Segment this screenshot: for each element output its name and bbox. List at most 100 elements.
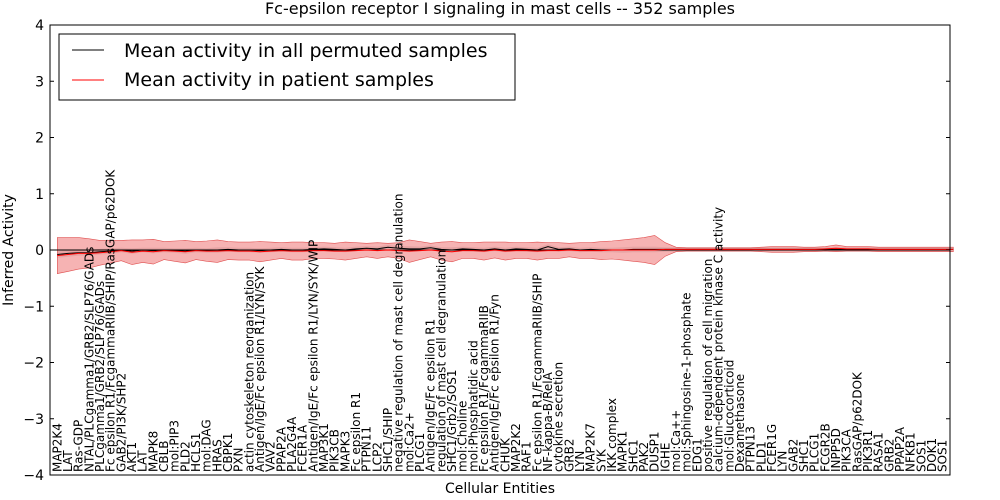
x-tick-label: NF-kappa-B/RelA [541, 371, 555, 472]
x-tick-label: cytokine secretion [552, 362, 566, 472]
x-tick-label: FCER1G [765, 424, 779, 472]
x-tick-label: FCER1A [296, 424, 310, 472]
x-tick-label: HCLS1 [189, 433, 203, 472]
x-tick-label: VAV2 [264, 441, 278, 472]
y-tick-label: 4 [35, 18, 44, 34]
x-tick-label: IGHE [658, 443, 672, 472]
x-tick-label: GAB2 [786, 439, 800, 472]
x-tick-label: mol:Phosphatidic acid [466, 340, 480, 472]
x-tick-label: SOS1 [936, 440, 950, 472]
plot-area: MAP2K4LATRas-GDPNTAL/PLCgamma1/GRB2/SLP7… [23, 18, 954, 484]
x-tick-labels: MAP2K4LATRas-GDPNTAL/PLCgamma1/GRB2/SLP7… [50, 169, 949, 472]
x-tick-label: PLD2 [178, 441, 192, 472]
x-tick-label: EDG1 [690, 438, 704, 472]
x-tick-label: mol:DAG [200, 419, 214, 472]
x-tick-label: SYK [594, 448, 608, 472]
x-tick-label: Fc epsilon R1/FcgammaRIIB/SHIP/RasGAP/p6… [104, 169, 118, 472]
x-tick-label: HRAS [210, 439, 224, 472]
x-tick-label: Fc epsilon R1 [349, 392, 363, 472]
series-lines [50, 246, 954, 257]
y-tick-label: −2 [23, 356, 44, 372]
x-tick-label: CBPK1 [221, 433, 235, 472]
x-tick-label: PTPN13 [744, 426, 758, 472]
x-tick-label: MAP2K4 [50, 423, 64, 472]
x-tick-label: Dexamethasone [733, 374, 747, 472]
x-tick-label: Antigen/IgE/Fc epsilon R1/LYN/SYK [253, 265, 267, 472]
legend-permuted-label: Mean activity in all permuted samples [124, 40, 487, 62]
y-tick-label: 2 [35, 131, 44, 147]
x-tick-label: PIK3R1 [861, 430, 875, 472]
x-tick-label: SHC1 [626, 439, 640, 472]
x-tick-label: MAP2K2 [509, 423, 523, 472]
x-tick-label: GRB2 [882, 438, 896, 472]
y-tick-label: −3 [23, 412, 44, 428]
x-tick-label: MAPK3 [338, 431, 352, 472]
x-tick-label: GRB2 [562, 438, 576, 472]
x-tick-label: RASA1 [872, 432, 886, 472]
x-tick-label: GAB2/PI3K/SHP2 [114, 373, 128, 472]
x-tick-label: PLCG1 [413, 433, 427, 472]
x-tick-label: LYN [573, 451, 587, 472]
x-tick-label: mol:Sphingosine-1-phosphate [680, 293, 694, 473]
y-tick-label: 1 [35, 187, 44, 203]
x-tick-label: positive regulation of cell migration [701, 259, 715, 472]
x-tick-label: mol:Glucocorticoid [722, 360, 736, 472]
x-tick-label: INPP5D [829, 428, 843, 472]
x-tick-label: mol:Choline [456, 401, 470, 472]
x-tick-label: SHC1 [797, 439, 811, 472]
x-tick-label: PLA2G4A [285, 416, 299, 472]
x-tick-label: PPAP2A [893, 426, 907, 472]
x-tick-label: mol:Ca++ [669, 410, 683, 472]
x-tick-label: LAT [136, 450, 150, 472]
legend: Mean activity in all permuted samples Me… [58, 33, 516, 101]
legend-patient-label: Mean activity in patient samples [124, 69, 434, 91]
legend-box [58, 33, 516, 101]
x-tick-label: PLD1 [754, 441, 768, 472]
x-tick-label: CBLB [157, 440, 171, 472]
x-tick-label: SOS1 [914, 440, 928, 472]
x-tick-label: LCP2 [370, 442, 384, 472]
x-tick-label: regulation of mast cell degranulation [434, 250, 448, 472]
x-tick-label: PPAP2A [274, 426, 288, 472]
x-tick-label: mol:PIP3 [168, 420, 182, 472]
chart-title: Fc-epsilon receptor I signaling in mast … [265, 0, 735, 18]
patient-mean-line [57, 247, 954, 257]
x-tick-label: PXN [232, 448, 246, 472]
x-tick-label: PLCG1 [808, 433, 822, 472]
x-tick-label: CHUK [498, 437, 512, 472]
x-tick-label: Antigen/IgE/Fc epsilon R1/Fyn [488, 294, 502, 472]
x-tick-label: DOK1 [925, 438, 939, 472]
x-tick-label: NTAL/PLCgamma1/GRB2/SLP76/GADs [82, 247, 96, 472]
x-tick-label: actin cytoskeleton reorganization [242, 272, 256, 472]
x-tick-label: Fc epsilon R1/FcgammaRIIB/SHIP [530, 274, 544, 472]
x-tick-label: PIK3CA [840, 428, 854, 472]
x-tick-label: MAPK1 [616, 431, 630, 472]
x-tick-label: Fc epsilon R1/FcgammaRIIB [477, 305, 491, 472]
x-tick-label: MAP2K7 [584, 423, 598, 472]
x-tick-label: AKT1 [125, 442, 139, 472]
y-axis-label: Inferred Activity [1, 194, 17, 306]
y-tick-label: −1 [23, 299, 44, 315]
y-tick-label: −4 [23, 468, 44, 484]
x-tick-label: LAT [61, 450, 75, 472]
x-tick-label: NFKB1 [904, 432, 918, 472]
x-tick-label: PAK2 [637, 442, 651, 472]
x-tick-label: mol:Ca2+ [402, 412, 416, 472]
x-tick-label: Ras-GDP [72, 420, 86, 472]
x-tick-label: PLCgamma1/GRB2/SLP76/GADs [93, 281, 107, 472]
x-tick-label: calcium-dependent protein kinase C activ… [712, 207, 726, 472]
x-tick-label: IKK complex [605, 398, 619, 472]
x-tick-label: MAP3K1 [317, 423, 331, 472]
x-tick-label: LYN [776, 451, 790, 472]
x-tick-label: Antigen/IgE/Fc epsilon R1/LYN/SYK/WIP [306, 240, 320, 472]
y-tick-label: 0 [35, 243, 44, 259]
y-axis-ticks: 4 3 2 1 0 −1 −2 −3 −4 [23, 18, 950, 484]
x-tick-label: Antigen/IgE/Fc epsilon R1 [424, 319, 438, 472]
x-tick-label: FCGR2B [818, 423, 832, 472]
x-tick-label: negative regulation of mast cell degranu… [392, 193, 406, 472]
x-tick-label: DUSP1 [648, 431, 662, 472]
x-tick-label: RAF1 [520, 441, 534, 472]
x-axis-label: Cellular Entities [445, 481, 555, 497]
patient-band [57, 235, 954, 274]
